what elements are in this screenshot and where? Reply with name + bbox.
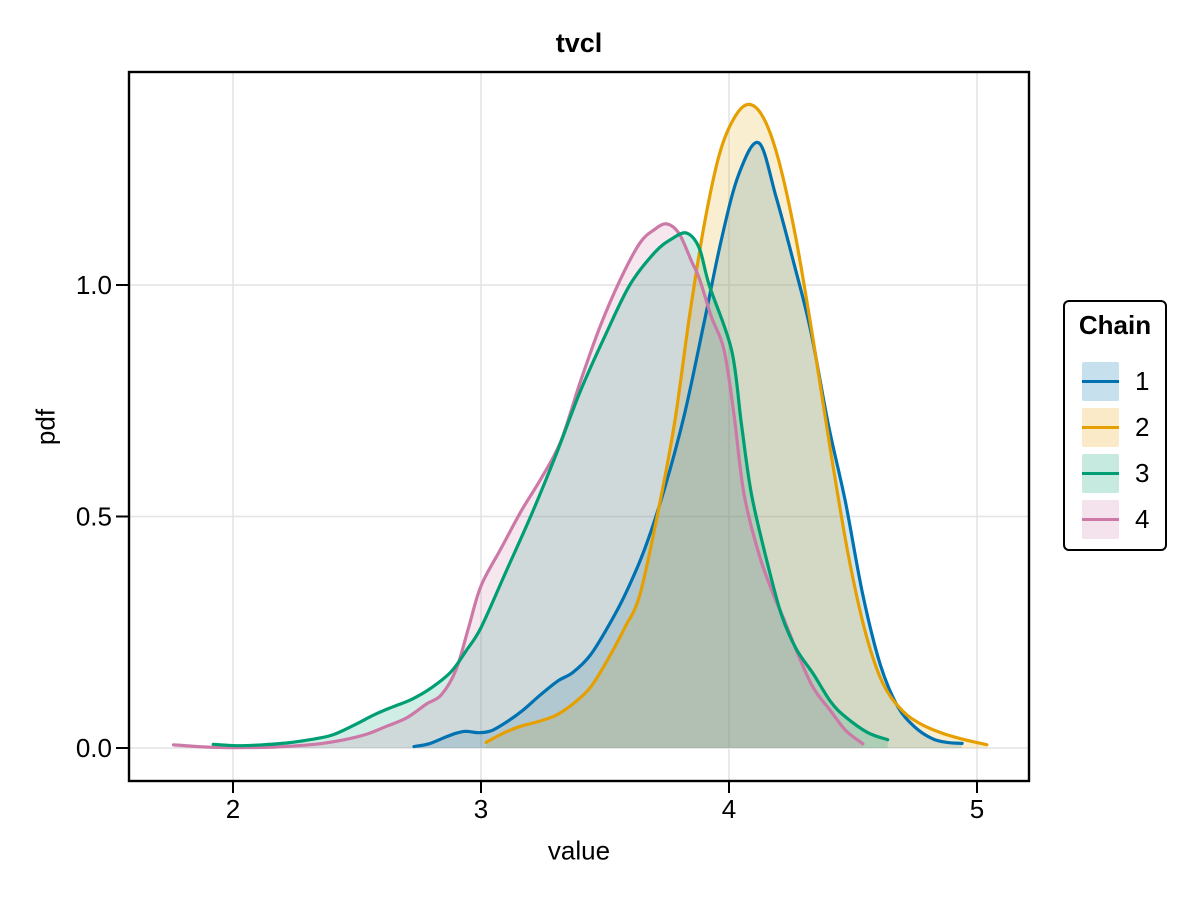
density-line-chain-3	[211, 231, 890, 748]
legend-line-icon	[1082, 517, 1119, 522]
chart-title: tvcl	[555, 28, 603, 58]
y-tick-label: 0.5	[76, 502, 112, 532]
y-tick-label: 1.0	[76, 270, 112, 300]
legend-line-icon	[1082, 425, 1119, 430]
legend-entry-chain-1: 1	[1082, 362, 1165, 401]
density-area-chain-1	[414, 142, 963, 748]
density-line-chain-4	[171, 222, 865, 750]
x-tick-label: 3	[474, 794, 488, 824]
legend-swatch-chain-3-icon	[1082, 454, 1119, 493]
legend-label: 3	[1135, 458, 1150, 488]
legend-label: 4	[1135, 504, 1150, 534]
y-axis-label: pdf	[30, 408, 61, 446]
legend-entry-chain-2: 2	[1082, 408, 1165, 447]
plot-border	[127, 70, 1031, 783]
legend-entry-chain-4: 4	[1082, 500, 1165, 539]
legend-title: Chain	[1078, 310, 1152, 340]
density-area-chain-4	[173, 223, 863, 749]
legend-swatch-chain-4-icon	[1082, 500, 1119, 539]
density-area-chain-3	[213, 232, 888, 749]
legend-swatch-chain-2-icon	[1082, 408, 1119, 447]
density-line-chain-2	[484, 102, 989, 747]
legend-label: 1	[1135, 366, 1150, 396]
legend: Chain 1 2 3 4	[1063, 300, 1167, 551]
legend-line-icon	[1082, 379, 1119, 384]
y-tick-label: 0.0	[76, 733, 112, 763]
x-tick-label: 4	[722, 794, 736, 824]
density-line-chain-1	[412, 140, 964, 749]
legend-swatch-chain-1-icon	[1082, 362, 1119, 401]
x-tick-label: 5	[970, 794, 984, 824]
legend-label: 2	[1135, 412, 1150, 442]
x-axis-label: value	[547, 835, 611, 866]
legend-entry-chain-3: 3	[1082, 454, 1165, 493]
legend-line-icon	[1082, 471, 1119, 476]
x-tick-label: 2	[226, 794, 240, 824]
